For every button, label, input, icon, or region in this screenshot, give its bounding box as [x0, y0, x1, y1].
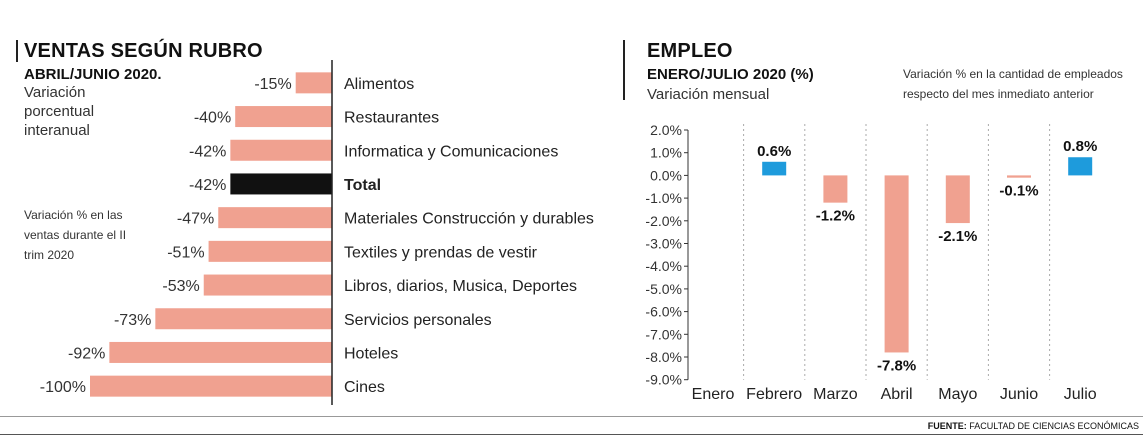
x-tick-label-enero: Enero [692, 386, 735, 403]
bar-7 [155, 308, 332, 330]
source-credit: FUENTE: FACULTAD DE CIENCIAS ECONÓMICAS [928, 421, 1139, 431]
bar-abril [884, 175, 909, 353]
bar-value-label-9: -100% [40, 379, 86, 396]
x-tick-label-mayo: Mayo [938, 386, 977, 403]
y-tick-label-6: -4.0% [645, 258, 682, 274]
category-label-7: Servicios personales [344, 312, 492, 329]
employment-bar-chart: 2.0% 1.0% 0.0% -1.0% -2.0% -3.0% -4.0% -5.0% -6.… [645, 122, 1097, 403]
bar-mayo [945, 175, 970, 224]
bar-value-label-8: -92% [68, 345, 105, 362]
bar-value-label-7: -73% [114, 312, 151, 329]
bar-marzo [823, 175, 848, 203]
left-chart-note: Variación % en las ventas durante el II … [24, 208, 127, 262]
left-panel-rule [16, 40, 18, 62]
y-tick-label-10: -8.0% [645, 349, 682, 365]
category-label-0: Alimentos [344, 76, 414, 93]
y-tick-label-0: 2.0% [650, 122, 682, 138]
x-tick-label-junio: Junio [1000, 386, 1038, 403]
category-label-3: Total [344, 177, 381, 194]
bar-5 [208, 240, 332, 262]
left-chart-title: VENTAS SEGÚN RUBRO [24, 40, 263, 62]
left-chart-subtitle: ABRIL/JUNIO 2020. [24, 66, 162, 83]
category-label-4: Materiales Construcción y durables [344, 211, 594, 228]
bar-2 [230, 139, 332, 161]
source-text: FACULTAD DE CIENCIAS ECONÓMICAS [969, 421, 1139, 431]
y-tick-label-8: -6.0% [645, 304, 682, 320]
footer-bottom-rule [0, 434, 1143, 435]
left-chart-description: Variación porcentual interanual [24, 84, 95, 139]
bar-value-label-6: -53% [162, 278, 199, 295]
right-chart-subtitle: ENERO/JULIO 2020 (%) [647, 66, 814, 83]
bar-value-label-4: -47% [177, 211, 214, 228]
category-label-5: Textiles y prendas de vestir [344, 244, 538, 261]
bar-0 [295, 72, 332, 94]
x-tick-label-julio: Julio [1064, 386, 1097, 403]
bar-value-label-5: -51% [167, 244, 204, 261]
x-tick-label-febrero: Febrero [746, 386, 802, 403]
category-label-2: Informatica y Comunicaciones [344, 143, 558, 160]
category-label-1: Restaurantes [344, 110, 439, 127]
category-label-9: Cines [344, 379, 385, 396]
bar-9 [90, 375, 332, 397]
bar-value-label-mayo: -2.1% [938, 228, 977, 245]
y-tick-label-9: -7.0% [645, 326, 682, 342]
right-panel-rule [623, 40, 625, 100]
bar-julio [1068, 157, 1093, 176]
y-tick-label-4: -2.0% [645, 213, 682, 229]
bar-8 [109, 341, 332, 363]
y-tick-label-5: -3.0% [645, 236, 682, 252]
source-label: FUENTE: [927, 421, 967, 431]
sales-bar-chart: -15% Alimentos -40% Restaurantes -42% Informa… [40, 60, 594, 405]
right-chart-description: Variación mensual [647, 86, 770, 103]
bar-value-label-febrero: 0.6% [757, 143, 791, 160]
y-tick-label-3: -1.0% [645, 190, 682, 206]
bar-value-label-marzo: -1.2% [816, 208, 855, 225]
y-tick-label-7: -5.0% [645, 281, 682, 297]
bar-value-label-1: -40% [194, 110, 231, 127]
x-tick-label-marzo: Marzo [813, 386, 858, 403]
bar-febrero [762, 161, 787, 176]
category-label-8: Hoteles [344, 345, 398, 362]
bar-value-label-2: -42% [189, 143, 226, 160]
bar-junio [1007, 175, 1031, 178]
right-chart-note: Variación % en la cantidad de empleados … [903, 67, 1123, 101]
x-tick-label-abril: Abril [881, 386, 913, 403]
bar-value-label-abril: -7.8% [877, 357, 916, 374]
category-label-6: Libros, diarios, Musica, Deportes [344, 278, 577, 295]
y-tick-label-2: 0.0% [650, 167, 682, 183]
bar-value-label-julio: 0.8% [1063, 138, 1097, 155]
footer-top-rule [0, 416, 1143, 417]
bar-4 [218, 207, 332, 229]
bar-6 [203, 274, 332, 296]
bar-value-label-junio: -0.1% [999, 183, 1038, 200]
bar-value-label-0: -15% [254, 76, 291, 93]
right-chart-title: EMPLEO [647, 40, 733, 62]
bar-value-label-3: -42% [189, 177, 226, 194]
y-tick-label-1: 1.0% [650, 145, 682, 161]
y-tick-label-11: -9.0% [645, 372, 682, 388]
bar-1 [235, 106, 332, 128]
bar-3 [230, 173, 332, 195]
